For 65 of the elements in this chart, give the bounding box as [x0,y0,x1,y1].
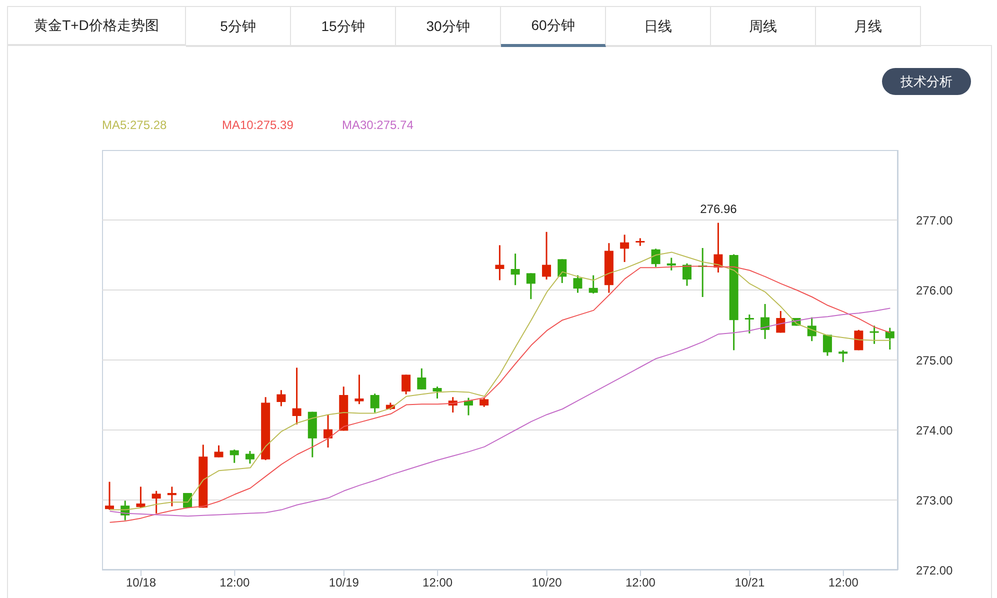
y-tick-label: 273.00 [916,493,954,508]
text: MA30:275.74 [342,118,414,132]
candlestick [682,262,692,287]
candlestick [822,334,832,357]
text: 日线 [606,6,711,47]
x-tick-label: 12:00 [828,576,859,590]
y-tick-label: 277.00 [916,213,954,228]
candlestick [807,316,816,342]
text: 30分钟 [396,6,501,47]
candlestick [354,374,364,405]
candlestick [651,248,660,268]
x-tick-label: 10/20 [532,576,562,590]
x-tick-label: 12:00 [422,576,453,590]
candlestick [542,231,552,280]
candlestick [870,324,879,345]
text: 5分钟 [186,6,291,47]
y-tick-label: 274.00 [916,423,954,438]
x-tick-label: 10/21 [734,576,766,590]
candlestick [885,327,894,350]
y-tick-label: 272.00 [916,563,954,578]
candlestick [854,329,864,351]
candlestick [744,314,754,334]
candlestick [760,303,770,340]
candlestick [588,274,598,294]
text: MA10:275.39 [222,118,294,132]
candlestick [776,310,786,334]
candlestick [526,272,536,300]
candlestick [480,397,489,408]
y-tick-label: 276.00 [916,283,954,298]
candlestick [167,486,176,508]
text: MA5:275.28 [102,118,168,132]
candlestick [510,252,520,286]
text: 技术分析 [882,68,971,95]
text: 月线 [816,6,921,47]
candlestick [105,481,114,511]
candlestick [402,374,411,396]
candlestick [417,368,426,390]
y-tick-label: 275.00 [916,353,954,368]
candlestick [214,444,224,458]
candlestick [838,349,848,363]
candlestick [666,257,676,272]
candlestick [245,450,254,464]
candlestick [432,386,442,400]
x-tick-label: 10/19 [328,576,360,590]
text: 15分钟 [291,6,396,47]
candlestick [495,244,504,281]
candlestick [324,414,333,448]
candlestick [230,448,239,464]
x-tick-label: 10/18 [126,576,156,590]
x-tick-label: 12:00 [220,576,250,590]
text: 60分钟 [501,6,606,47]
candlestick [370,392,380,414]
candlestick [573,274,582,294]
candlestick [276,389,286,407]
candlestick [292,366,302,426]
candlestick [152,490,161,514]
line-series [109,308,891,517]
candlestick [136,486,146,508]
chart-title: 黄金T+D价格走势图 [7,6,186,45]
text: 周线 [711,6,816,47]
x-tick-label: 12:00 [625,576,656,590]
candlestick [620,234,630,263]
candlestick [558,258,567,284]
annotation: 276.96 [700,202,738,216]
candlestick [464,397,473,416]
